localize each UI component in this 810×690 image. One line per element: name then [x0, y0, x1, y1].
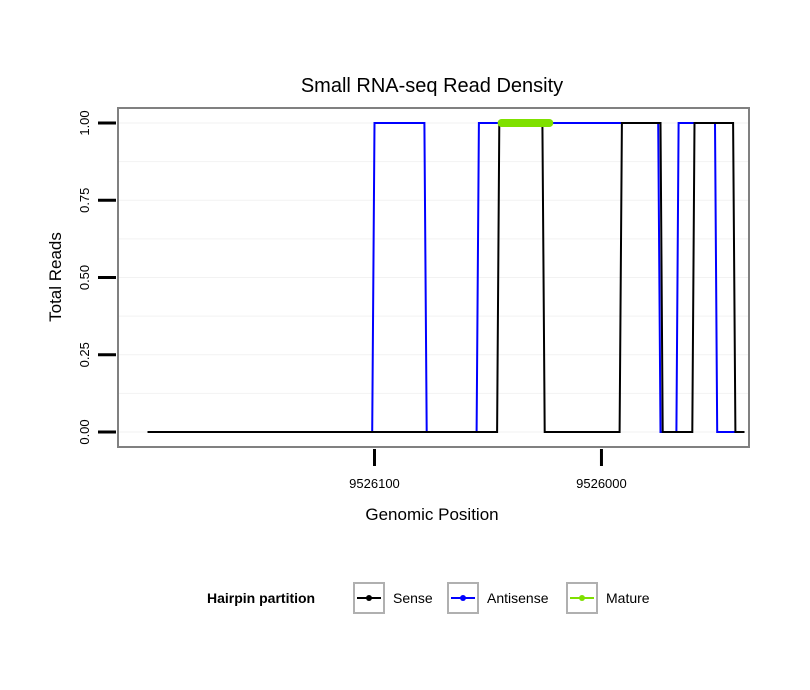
legend-label-sense: Sense: [393, 590, 433, 606]
y-axis: 0.00 0.25 0.50 0.75 1.00: [77, 110, 116, 445]
x-axis-title: Genomic Position: [365, 505, 498, 524]
legend-key-point-sense: [366, 595, 372, 601]
y-axis-title: Total Reads: [46, 232, 65, 322]
y-gridlines: [118, 122, 749, 433]
x-axis: 9526100 9526000: [349, 449, 627, 491]
y-tick-label: 1.00: [77, 110, 92, 135]
y-tick-label: 0.25: [77, 342, 92, 367]
series-lines: [147, 119, 745, 433]
legend-key-point-mature: [579, 595, 585, 601]
legend-label-mature: Mature: [606, 590, 650, 606]
x-tick-label: 9526100: [349, 476, 400, 491]
legend-item-mature: Mature: [566, 582, 650, 614]
legend-title: Hairpin partition: [207, 590, 315, 606]
y-tick-label: 0.00: [77, 419, 92, 444]
legend: Hairpin partition Sense Antisense Mature: [207, 582, 650, 614]
legend-item-sense: Sense: [353, 582, 433, 614]
legend-key-point-antisense: [460, 595, 466, 601]
legend-item-antisense: Antisense: [447, 582, 549, 614]
plot-panel-border: [117, 107, 750, 448]
y-tick-label: 0.50: [77, 265, 92, 290]
chart-title: Small RNA-seq Read Density: [301, 75, 563, 97]
y-tick-label: 0.75: [77, 188, 92, 213]
x-tick-label: 9526000: [576, 476, 627, 491]
legend-label-antisense: Antisense: [487, 590, 549, 606]
